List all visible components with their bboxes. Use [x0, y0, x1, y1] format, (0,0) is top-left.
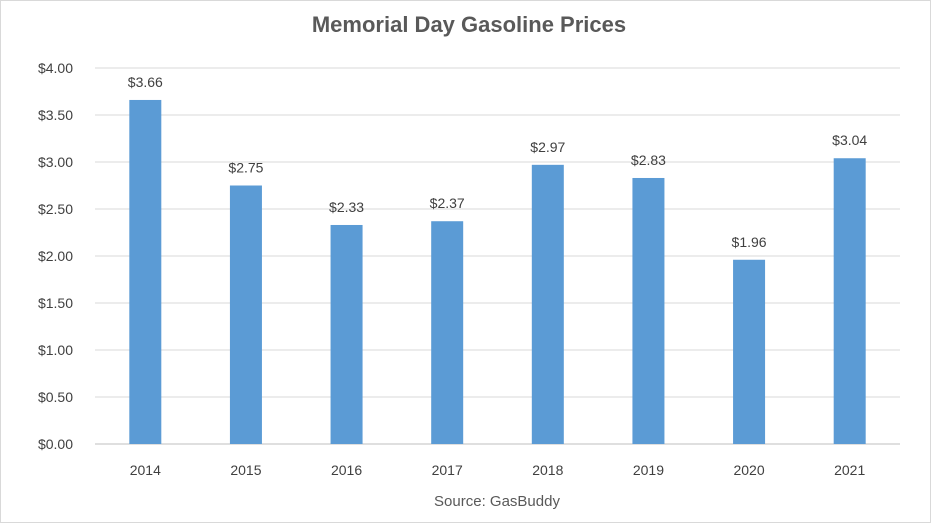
- bar: [330, 224, 363, 444]
- data-label: $2.83: [631, 152, 666, 168]
- bar: [632, 177, 665, 445]
- bar: [431, 221, 464, 444]
- data-label: $2.37: [430, 195, 465, 211]
- y-tick-label: $2.50: [38, 201, 73, 217]
- bar: [733, 259, 766, 444]
- y-tick-label: $4.00: [38, 60, 73, 76]
- gridlines: [95, 67, 900, 445]
- chart-title: Memorial Day Gasoline Prices: [312, 12, 626, 37]
- x-tick-label: 2020: [733, 462, 764, 478]
- bars: [129, 99, 866, 445]
- data-label: $3.66: [128, 74, 163, 90]
- x-tick-label: 2015: [230, 462, 261, 478]
- data-label: $2.75: [228, 160, 263, 176]
- bar: [229, 185, 262, 444]
- x-tick-label: 2018: [532, 462, 563, 478]
- data-label: $3.04: [832, 132, 867, 148]
- x-axis-tick-labels: 2014 2015 2016 2017 2018 2019 2020 2021: [130, 462, 866, 478]
- x-tick-label: 2014: [130, 462, 161, 478]
- x-tick-label: 2016: [331, 462, 362, 478]
- data-labels: $3.66 $2.75 $2.33 $2.37 $2.97 $2.83 $1.96 $3.04: [128, 74, 868, 250]
- data-label: $2.97: [530, 139, 565, 155]
- y-tick-label: $0.00: [38, 436, 73, 452]
- source-label: Source: GasBuddy: [434, 493, 560, 510]
- data-label: $2.33: [329, 199, 364, 215]
- bar: [833, 158, 866, 445]
- y-tick-label: $2.00: [38, 248, 73, 264]
- x-tick-label: 2021: [834, 462, 865, 478]
- y-tick-label: $3.00: [38, 154, 73, 170]
- y-axis-tick-labels: $0.00 $0.50 $1.00 $1.50 $2.00 $2.50 $3.00 $3.50…: [38, 60, 73, 452]
- bar: [129, 99, 162, 445]
- y-tick-label: $0.50: [38, 389, 73, 405]
- y-tick-label: $3.50: [38, 107, 73, 123]
- x-tick-label: 2017: [432, 462, 463, 478]
- data-label: $1.96: [732, 234, 767, 250]
- y-tick-label: $1.50: [38, 295, 73, 311]
- x-tick-label: 2019: [633, 462, 664, 478]
- bar: [531, 164, 564, 444]
- y-tick-label: $1.00: [38, 342, 73, 358]
